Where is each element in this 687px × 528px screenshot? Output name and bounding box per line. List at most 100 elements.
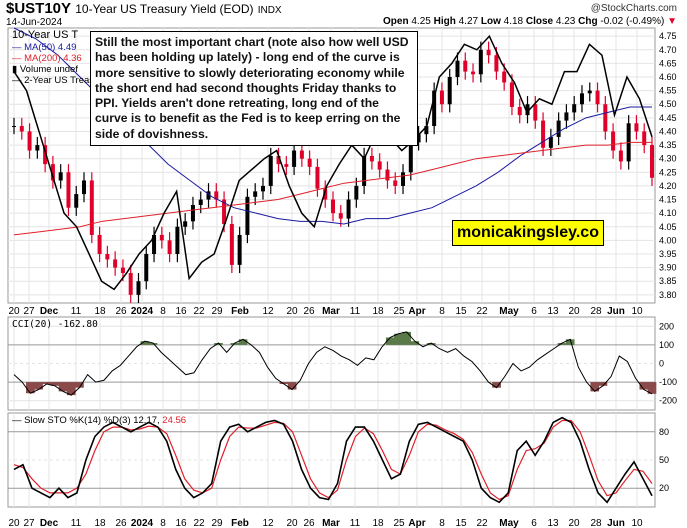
x-tick-label: 11 — [71, 518, 82, 528]
sto-k-line — [13, 416, 653, 504]
cci-oversold-fill — [598, 382, 608, 386]
price-candle — [517, 106, 522, 116]
x-tick-label: 15 — [455, 306, 467, 317]
chart-title: $UST10Y 10-Year US Treasury Yield (EOD) … — [6, 1, 282, 19]
y-tick-label: -100 — [659, 377, 677, 387]
y-tick-label: 4.35 — [659, 140, 677, 150]
x-tick-label: Mar — [322, 306, 340, 317]
x-tick-label: 18 — [94, 306, 106, 317]
x-tick-label: 20 — [8, 306, 20, 317]
price-candle — [331, 199, 335, 214]
price-candle — [401, 172, 406, 186]
legend-ma200: — MA(200) 4.36 — [12, 53, 82, 64]
x-tick-label: 6 — [531, 306, 537, 317]
price-candle — [136, 281, 141, 295]
price-candle — [455, 60, 460, 78]
cci-legend: CCI(20) -162.80 — [12, 319, 98, 330]
cci-overbought-fill — [565, 339, 575, 345]
cci-overbought-fill — [214, 343, 223, 345]
x-tick-label: 27 — [23, 306, 35, 317]
x-tick-label: 18 — [94, 518, 106, 528]
y-tick-label: 4.50 — [659, 99, 677, 109]
x-tick-label: May — [499, 306, 519, 317]
x-tick-label: 29 — [211, 306, 223, 317]
y-tick-label: 4.25 — [659, 167, 677, 177]
y-tick-label: 0 — [659, 359, 664, 369]
x-tick-label: 18 — [372, 306, 384, 317]
x-tick-label: 22 — [193, 306, 205, 317]
price-candle — [618, 150, 623, 162]
x-tick-label: 8 — [439, 518, 445, 528]
x-tick-label: Dec — [40, 306, 59, 317]
price-candle — [284, 164, 289, 167]
cci-oversold-fill — [66, 382, 76, 396]
cci-oversold-fill — [42, 382, 52, 384]
down-arrow-icon: ▼ — [667, 16, 677, 27]
y-tick-label: 4.20 — [659, 181, 677, 191]
cci-overbought-fill — [238, 339, 248, 345]
price-candle — [362, 155, 367, 186]
price-candle — [463, 60, 468, 72]
y-tick-label: 3.85 — [659, 276, 677, 286]
price-candle — [183, 221, 188, 227]
x-tick-label: 26 — [303, 306, 315, 317]
x-tick-label: 13 — [547, 518, 559, 528]
y-tick-label: 4.05 — [659, 222, 677, 232]
price-candle — [105, 253, 110, 260]
x-tick-label: 22 — [193, 518, 205, 528]
price-candle — [268, 155, 273, 186]
price-candle — [229, 224, 234, 265]
y-tick-label: 100 — [659, 340, 674, 350]
price-candle — [89, 180, 94, 235]
price-candle — [354, 185, 359, 200]
exchange: INDX — [257, 5, 282, 16]
price-candle — [369, 155, 374, 162]
x-tick-label: Mar — [322, 518, 340, 528]
x-tick-label: 27 — [23, 518, 35, 528]
price-candle — [603, 104, 608, 132]
price-candle — [634, 123, 639, 132]
cci-line — [13, 331, 653, 396]
price-candle — [471, 71, 476, 75]
cci-oversold-fill — [34, 382, 43, 390]
price-candle — [424, 126, 429, 135]
price-candle — [206, 191, 211, 200]
x-tick-label: 16 — [175, 518, 187, 528]
price-candle — [144, 253, 149, 282]
price-candle — [97, 234, 102, 254]
price-candle — [408, 142, 413, 173]
y-tick-label: -200 — [659, 396, 677, 406]
x-tick-label: 25 — [393, 518, 405, 528]
price-candle — [541, 120, 546, 148]
cci-overbought-fill — [394, 333, 403, 345]
price-candle — [486, 49, 491, 56]
price-candle — [198, 199, 203, 205]
x-tick-label: 28 — [590, 306, 602, 317]
legend-main: 10-Year US T — [12, 29, 79, 41]
x-tick-label: 26 — [303, 518, 315, 528]
price-candle — [525, 104, 530, 116]
price-candle — [650, 145, 654, 178]
x-tick-label: 26 — [115, 518, 127, 528]
price-candle — [113, 259, 118, 268]
cci-oversold-fill — [50, 382, 60, 386]
y-tick-label: 4.70 — [659, 45, 677, 55]
cci-oversold-fill — [590, 382, 600, 392]
cci-overbought-fill — [402, 331, 411, 345]
y-tick-label: 4.00 — [659, 235, 677, 245]
price-candle — [276, 155, 281, 165]
price-candle — [167, 240, 172, 254]
price-candle — [12, 126, 16, 128]
sto-legend: — Slow STO %K(14) %D(3) 12.17, 24.56 — [12, 415, 187, 426]
x-tick-label: 20 — [568, 306, 580, 317]
price-candle — [27, 131, 32, 151]
price-candle — [50, 164, 55, 181]
y-tick-label: 4.15 — [659, 195, 677, 205]
price-candle — [548, 136, 553, 148]
price-candle — [128, 273, 133, 295]
price-candle — [222, 199, 227, 225]
x-tick-label: 11 — [71, 306, 82, 317]
y-tick-label: 80 — [659, 427, 669, 437]
price-candle — [292, 150, 297, 167]
